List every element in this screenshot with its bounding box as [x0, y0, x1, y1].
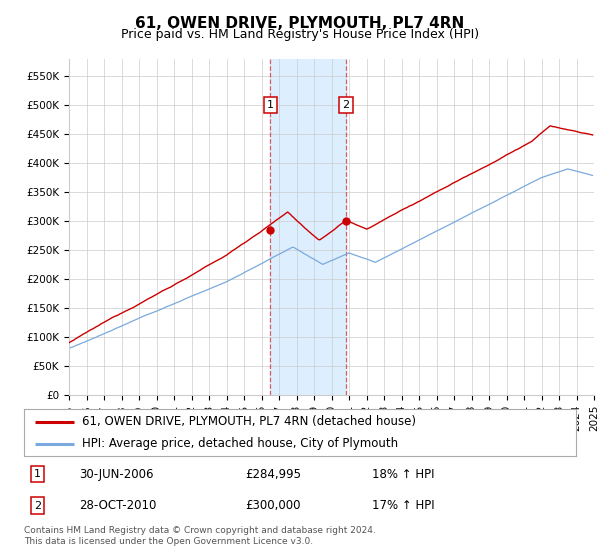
Text: 17% ↑ HPI: 17% ↑ HPI	[372, 499, 434, 512]
Text: £300,000: £300,000	[245, 499, 301, 512]
Text: 18% ↑ HPI: 18% ↑ HPI	[372, 468, 434, 480]
Text: 1: 1	[267, 100, 274, 110]
Text: 1: 1	[34, 469, 41, 479]
Text: 2: 2	[343, 100, 350, 110]
Text: HPI: Average price, detached house, City of Plymouth: HPI: Average price, detached house, City…	[82, 437, 398, 450]
Text: 30-JUN-2006: 30-JUN-2006	[79, 468, 154, 480]
Bar	[270, 59, 346, 395]
Text: Price paid vs. HM Land Registry's House Price Index (HPI): Price paid vs. HM Land Registry's House …	[121, 28, 479, 41]
Text: 61, OWEN DRIVE, PLYMOUTH, PL7 4RN (detached house): 61, OWEN DRIVE, PLYMOUTH, PL7 4RN (detac…	[82, 415, 416, 428]
Text: 61, OWEN DRIVE, PLYMOUTH, PL7 4RN: 61, OWEN DRIVE, PLYMOUTH, PL7 4RN	[136, 16, 464, 31]
Text: 28-OCT-2010: 28-OCT-2010	[79, 499, 157, 512]
Text: 2: 2	[34, 501, 41, 511]
Text: Contains HM Land Registry data © Crown copyright and database right 2024.
This d: Contains HM Land Registry data © Crown c…	[24, 526, 376, 546]
Text: £284,995: £284,995	[245, 468, 301, 480]
